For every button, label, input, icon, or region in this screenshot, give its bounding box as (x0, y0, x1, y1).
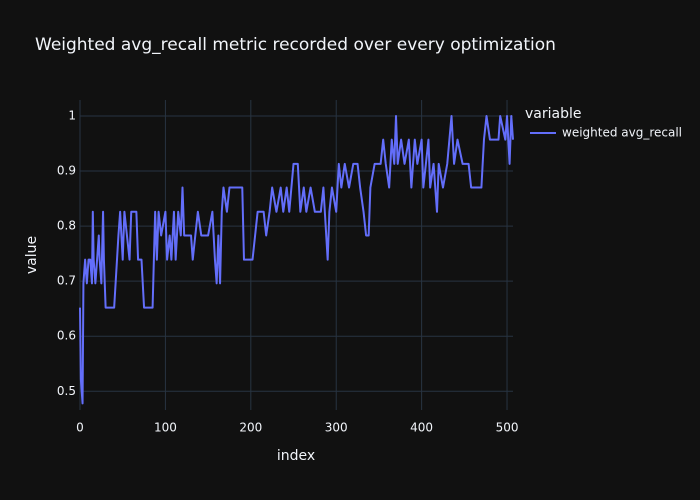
x-tick-label: 0 (76, 421, 84, 435)
y-tick-label: 0.7 (57, 274, 76, 288)
y-axis-title: value (24, 236, 40, 274)
x-axis-title: index (277, 448, 315, 464)
x-tick-label: 400 (410, 421, 433, 435)
x-tick-label: 100 (154, 421, 177, 435)
y-tick-label: 1 (68, 108, 76, 122)
legend-title: variable (525, 106, 581, 122)
x-tick-label: 200 (239, 421, 262, 435)
x-tick-label: 500 (496, 421, 519, 435)
x-tick-label: 300 (325, 421, 348, 435)
y-tick-label: 0.9 (57, 164, 76, 178)
y-tick-label: 0.6 (57, 329, 76, 343)
y-tick-label: 0.5 (57, 384, 76, 398)
legend-label: weighted avg_recall (562, 126, 682, 140)
chart-title: Weighted avg_recall metric recorded over… (35, 35, 556, 55)
y-tick-label: 0.8 (57, 219, 76, 233)
data-line (79, 114, 514, 405)
